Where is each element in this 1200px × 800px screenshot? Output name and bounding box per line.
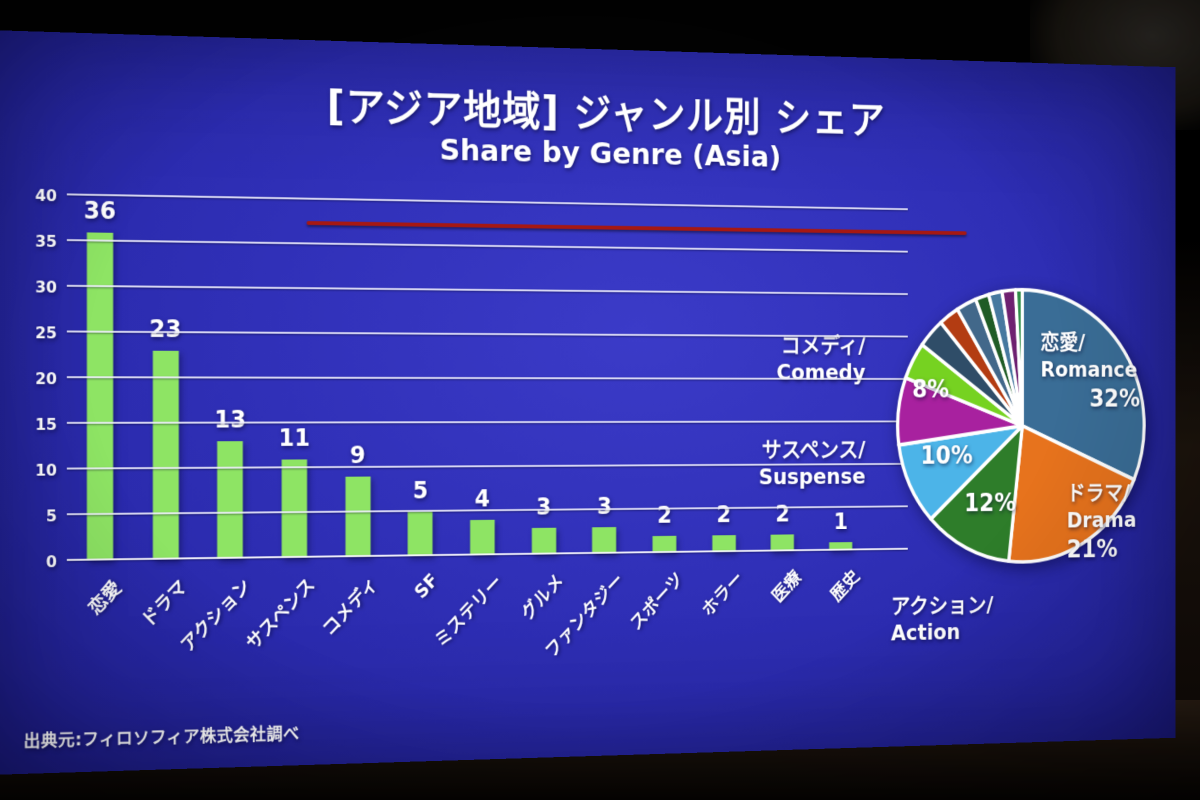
pie-slice [1022,290,1144,481]
pie-label-romance-pct: 32% [1089,385,1141,413]
bar [592,527,617,554]
pie-callout-action: アクション/ Action [891,592,994,647]
bar [281,459,307,559]
bar-category-label: ドラマ [136,576,191,632]
y-tick-label: 40 [35,185,58,206]
bar-value: 5 [412,477,429,505]
pie-chart: 恋愛/ Romance 32% ドラマ/ Drama 21% 12% 10% 8… [890,280,1151,572]
bar [407,511,433,557]
pie-label-drama-pct: 21% [1066,535,1118,564]
y-tick-label: 15 [35,414,58,434]
bar-category-label: サスペンス [242,574,320,655]
pie-label-romance: 恋愛/ Romance 32% [1040,329,1143,415]
bar [345,476,371,558]
y-tick-label: 0 [46,552,58,572]
pie-slice [898,378,1023,445]
bar-value: 2 [775,500,790,527]
bar [531,528,556,555]
y-tick-label: 25 [35,323,58,343]
y-tick-label: 35 [35,231,58,251]
y-tick-label: 10 [35,460,58,480]
bar-category-label: SF [410,569,443,603]
presentation-slide: [アジア地域] ジャンル別 シェア Share by Genre (Asia) … [0,30,1176,775]
bar-value: 3 [596,493,612,521]
pie-label-drama: ドラマ/ Drama 21% [1067,480,1152,566]
y-tick-label: 30 [35,277,58,297]
bar-value: 11 [278,424,311,452]
pie-label-romance-en: Romance [1040,358,1138,383]
bar-chart: 0 5 10 15 20 25 30 35 40 36 恋愛 23 ドラマ 13 アクション 11 サスペンス… [35,186,908,662]
bar-category-label: コメディ [318,573,383,641]
bar-value: 13 [214,406,247,434]
bar-category-label: 恋愛 [84,577,126,620]
bar-value: 2 [657,501,672,529]
bar [470,519,495,556]
pie-pct-comedy: 8% [912,376,950,404]
bar-value: 36 [83,196,117,225]
bar-value: 2 [716,501,732,528]
pie-label-drama-en: Drama [1066,508,1137,533]
pie-pct-action: 12% [964,489,1016,518]
bar-category-label: 歴史 [827,566,864,606]
bar-value: 1 [833,508,848,535]
bar-category-label: アクション [176,575,256,657]
bar-value: 23 [149,315,182,344]
pie-label-drama-jp: ドラマ/ [1066,481,1130,506]
pie-slice [906,345,1023,426]
bar [152,351,179,560]
bar-value: 3 [536,493,552,521]
bar-category-label: グルメ [517,570,568,625]
bar [86,232,114,561]
bar-category-label: ホラー [698,567,747,621]
pie-callout-action-jp: アクション/ [890,593,994,620]
pie-pct-suspense: 10% [920,442,973,471]
bar [217,441,244,559]
pie-label-romance-jp: 恋愛/ [1040,330,1086,355]
bar-category-label: スポーツ [626,568,688,635]
pie-callout-action-en: Action [890,620,961,646]
y-tick-label: 5 [46,506,58,526]
pie-svg [890,280,1151,572]
y-tick-label: 20 [35,369,58,389]
source-note: 出典元:フィロソフィア株式会社調べ [23,724,300,752]
bar-category-label: 医療 [768,566,806,607]
